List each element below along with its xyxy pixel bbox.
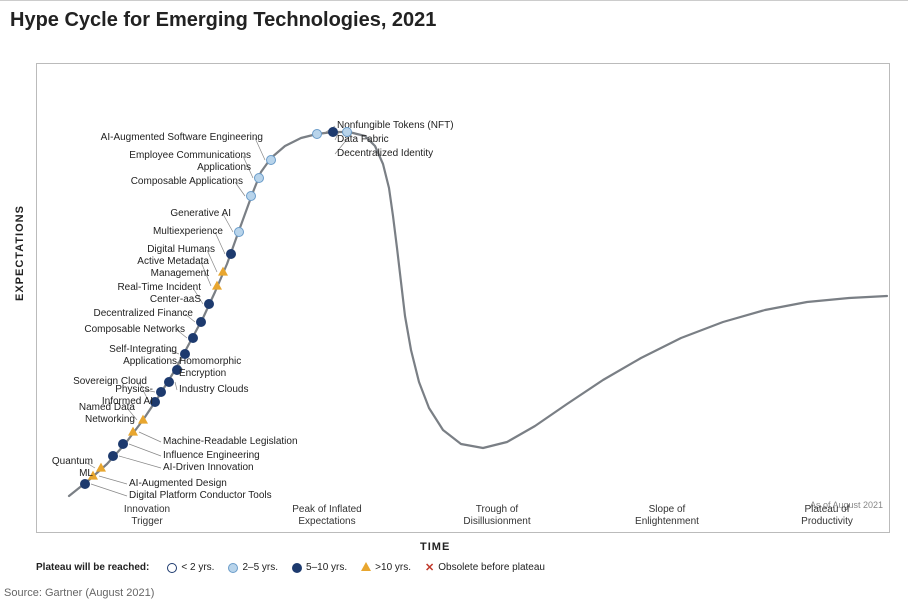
tech-marker [234,227,244,237]
tech-marker [266,155,276,165]
tech-label: Multiexperience [153,226,223,238]
legend: Plateau will be reached: < 2 yrs. 2–5 yr… [36,561,545,574]
tech-marker [226,249,236,259]
phase-label: Peak of InflatedExpectations [267,504,387,528]
source-attribution: Source: Gartner (August 2021) [4,587,154,599]
hype-cycle-figure: Hype Cycle for Emerging Technologies, 20… [0,0,908,605]
phase-label: Trough ofDisillusionment [437,504,557,528]
tech-marker [108,451,118,461]
tech-marker [312,129,322,139]
tech-label: Decentralized Finance [94,308,194,320]
tech-label: Composable Applications [131,176,243,188]
tech-label: Generative AI [170,208,231,220]
tech-marker [212,281,222,290]
tech-label: Physics-Informed AI [102,384,153,407]
tech-marker [204,299,214,309]
tech-marker [218,267,228,276]
tech-label: Decentralized Identity [337,148,433,160]
legend-item-lt2: < 2 yrs. [167,562,214,573]
tech-marker [342,127,352,137]
tech-label: Machine-Readable Legislation [163,436,298,448]
tech-label: HomomorphicEncryption [179,356,241,379]
tech-label: Influence Engineering [163,450,260,462]
legend-item-5-10: 5–10 yrs. [292,562,347,573]
tech-marker [164,377,174,387]
tech-marker [128,427,138,436]
phase-label: Plateau ofProductivity [767,504,887,528]
legend-item-2-5: 2–5 yrs. [228,562,278,573]
tech-marker [118,439,128,449]
tech-label: Digital Platform Conductor Tools [129,490,272,502]
tech-label: AI-Augmented Software Engineering [101,132,263,144]
legend-item-gt10: >10 yrs. [361,562,411,573]
tech-label: AI-Driven Innovation [163,462,254,474]
tech-label: Real-Time IncidentCenter-aaS [117,282,201,305]
tech-label: QuantumML [52,456,93,479]
tech-marker [180,349,190,359]
tech-marker [138,415,148,424]
tech-label: Composable Networks [84,324,185,336]
chart-title: Hype Cycle for Emerging Technologies, 20… [10,9,908,32]
tech-label: Employee CommunicationsApplications [129,150,251,173]
chart-area: As of August 2021 InnovationTriggerPeak … [36,63,890,533]
tech-marker [156,387,166,397]
legend-item-obsolete: ✕Obsolete before plateau [425,561,545,574]
legend-title: Plateau will be reached: [36,562,149,573]
tech-label: Digital Humans [147,244,215,256]
x-axis-label: TIME [420,541,450,553]
tech-marker [196,317,206,327]
phase-label: Slope ofEnlightenment [607,504,727,528]
tech-label: Industry Clouds [179,384,248,396]
tech-label: Nonfungible Tokens (NFT) [337,120,454,132]
tech-marker [246,191,256,201]
tech-label: Self-IntegratingApplications [109,344,177,367]
tech-label: Active MetadataManagement [137,256,209,279]
y-axis-label: EXPECTATIONS [14,205,26,301]
tech-marker [80,479,90,489]
tech-marker [188,333,198,343]
phase-label: InnovationTrigger [87,504,207,528]
tech-marker [254,173,264,183]
tech-marker [96,463,106,472]
tech-label: AI-Augmented Design [129,478,227,490]
